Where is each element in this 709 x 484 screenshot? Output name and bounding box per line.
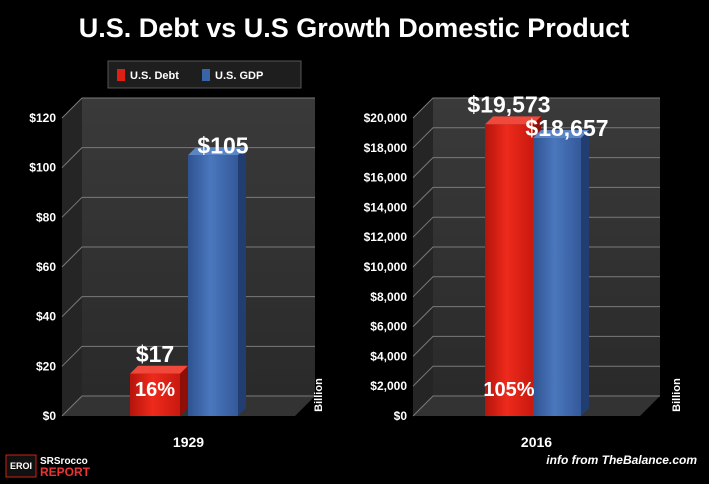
bar-top-gdp	[188, 147, 246, 156]
chart-2016: $0 $2,000 $4,000 $6,000 $8,000 $10,000 $12,000…	[364, 91, 683, 450]
logo-bottom-text: REPORT	[40, 465, 91, 479]
srsrocco-logo: EROI SRSrocco REPORT	[5, 454, 91, 479]
legend-label-debt: U.S. Debt	[130, 70, 179, 82]
data-label-gdp: $105	[197, 132, 248, 158]
logo-badge	[5, 454, 37, 478]
y-tick-label: $20,000	[364, 111, 408, 125]
bar-side-gdp	[238, 147, 246, 416]
bar-side-debt	[180, 365, 188, 416]
y-tick-label: $20	[36, 359, 56, 373]
y-tick-label: $10,000	[364, 260, 408, 274]
gridline	[412, 127, 660, 149]
y-unit-label: Billion	[671, 378, 683, 412]
bar-debt	[485, 124, 533, 416]
gridline	[61, 97, 315, 119]
bar-side-gdp	[581, 130, 589, 417]
debt-pct-label: 16%	[135, 379, 175, 401]
y-tick-label: $4,000	[370, 349, 407, 363]
y-tick-label: $0	[43, 409, 57, 423]
bar-gdp	[533, 138, 581, 417]
y-tick-label: $100	[29, 161, 56, 175]
data-label-debt: $19,573	[467, 91, 550, 117]
bar-top-debt	[485, 116, 541, 125]
y-tick-label: $8,000	[370, 290, 407, 304]
logo-top-text: SRSrocco	[40, 456, 88, 467]
y-tick-label: $18,000	[364, 141, 408, 155]
y-tick-label: $2,000	[370, 379, 407, 393]
bar-top-gdp	[533, 130, 589, 139]
y-tick-label: $0	[394, 409, 408, 423]
debt-pct-label: 105%	[483, 379, 534, 401]
bar-top-debt	[130, 365, 188, 374]
chart-1929: $0 $20 $40 $60 $80 $100 $120 $17 $105 16% 1929 Bill…	[29, 97, 325, 450]
legend-swatch-debt	[117, 69, 125, 81]
gridline	[412, 97, 660, 119]
y-tick-label: $120	[29, 111, 56, 125]
source-note: info from TheBalance.com	[546, 453, 697, 467]
logo-badge-text: EROI	[10, 461, 32, 471]
y-tick-label: $80	[36, 210, 56, 224]
data-label-debt: $17	[136, 341, 174, 367]
y-tick-label: $12,000	[364, 230, 408, 244]
y-tick-label: $14,000	[364, 200, 408, 214]
y-tick-label: $40	[36, 310, 56, 324]
legend-label-gdp: U.S. GDP	[215, 70, 263, 82]
y-unit-label: Billion	[313, 378, 325, 412]
bar-debt	[130, 373, 180, 416]
y-tick-label: $16,000	[364, 171, 408, 185]
bar-gdp	[188, 155, 238, 416]
chart-title: U.S. Debt vs U.S Growth Domestic Product	[79, 13, 630, 43]
data-label-gdp: $18,657	[525, 115, 608, 141]
y-tick-label: $6,000	[370, 320, 407, 334]
y-tick-label: $60	[36, 260, 56, 274]
legend-swatch-gdp	[202, 69, 210, 81]
x-category-label: 1929	[173, 434, 204, 450]
x-category-label: 2016	[521, 434, 552, 450]
legend: U.S. Debt U.S. GDP	[107, 60, 302, 89]
